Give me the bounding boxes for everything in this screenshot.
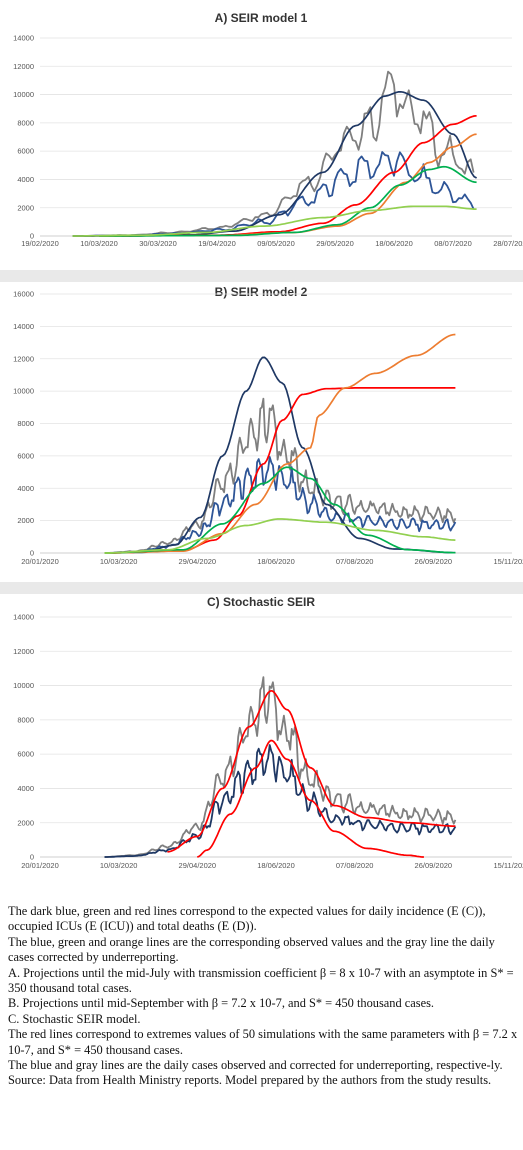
y-tick-label: 2000	[17, 203, 34, 212]
caption-line: The blue, green and orange lines are the…	[8, 934, 495, 965]
x-tick-label: 18/06/2020	[257, 861, 295, 870]
y-tick-label: 8000	[17, 715, 34, 724]
x-tick-label: 19/02/2020	[21, 239, 59, 248]
series-line	[104, 676, 457, 858]
y-tick-label: 12000	[13, 62, 34, 71]
y-tick-label: 12000	[13, 354, 34, 363]
series-line	[72, 151, 475, 237]
x-tick-label: 29/04/2020	[179, 861, 217, 870]
x-tick-label: 30/03/2020	[139, 239, 177, 248]
x-tick-label: 07/08/2020	[336, 557, 374, 566]
y-tick-label: 2000	[17, 818, 34, 827]
y-tick-label: 10000	[13, 681, 34, 690]
chart-panel-c: C) Stochastic SEIR 0 2000 4000 6000 8000 10000…	[0, 594, 523, 884]
y-tick-label: 0	[30, 549, 34, 558]
y-tick-label: 10000	[13, 90, 34, 99]
chart-title: C) Stochastic SEIR	[207, 595, 315, 609]
x-tick-label: 29/04/2020	[179, 557, 217, 566]
chart-b-svg: B) SEIR model 2 0 2000 4000 6000 8000 10000 120…	[13, 285, 523, 566]
x-tick-label: 10/03/2020	[80, 239, 118, 248]
series-line	[99, 165, 477, 237]
caption-line: The red lines correspond to extremes val…	[8, 1027, 518, 1057]
caption-line: The blue and gray lines are the daily ca…	[8, 1058, 503, 1073]
y-tick-label: 8000	[17, 419, 34, 428]
y-tick-label: 4000	[17, 175, 34, 184]
y-tick-label: 14000	[13, 613, 34, 622]
chart-panel-a: A) SEIR model 1 0 2000 4000 6000 8000 10000 120…	[0, 0, 523, 270]
y-tick-label: 6000	[17, 451, 34, 460]
x-tick-label: 20/01/2020	[21, 861, 59, 870]
panel-separator	[0, 270, 523, 282]
chart-title: A) SEIR model 1	[215, 11, 308, 25]
x-tick-label: 26/09/2020	[415, 557, 453, 566]
x-tick-label: 10/03/2020	[100, 861, 138, 870]
y-tick-label: 6000	[17, 147, 34, 156]
x-tick-label: 15/11/2020	[494, 861, 523, 870]
y-tick-label: 10000	[13, 387, 34, 396]
y-tick-label: 4000	[17, 784, 34, 793]
chart-title: B) SEIR model 2	[215, 285, 308, 299]
caption-line: Source: Data from Health Ministry report…	[8, 1073, 492, 1088]
caption-line: C. Stochastic SEIR model.	[8, 1011, 141, 1026]
series-line	[197, 739, 424, 858]
y-tick-label: 4000	[17, 484, 34, 493]
chart-a-svg: A) SEIR model 1 0 2000 4000 6000 8000 10000 120…	[13, 11, 523, 248]
y-tick-label: 6000	[17, 750, 34, 759]
series-line	[104, 397, 457, 554]
series-line	[104, 356, 456, 554]
series-line	[104, 518, 456, 554]
caption-line: B. Projections until mid-September with …	[8, 996, 435, 1011]
series-line	[72, 90, 478, 237]
series-line	[104, 744, 457, 858]
y-tick-label: 8000	[17, 118, 34, 127]
x-tick-label: 07/08/2020	[336, 861, 374, 870]
series-line	[104, 333, 456, 554]
y-tick-label: 14000	[13, 34, 34, 43]
x-tick-label: 29/05/2020	[316, 239, 354, 248]
x-tick-label: 18/06/2020	[375, 239, 413, 248]
series-line	[167, 689, 456, 853]
panel-separator	[0, 582, 523, 594]
y-tick-label: 0	[30, 232, 34, 241]
x-tick-label: 10/03/2020	[100, 557, 138, 566]
y-tick-label: 12000	[13, 647, 34, 656]
x-tick-label: 26/09/2020	[415, 861, 453, 870]
y-tick-label: 16000	[13, 290, 34, 299]
caption-line: A. Projections until the mid-July with t…	[8, 965, 514, 996]
series-line	[72, 205, 477, 237]
y-tick-label: 0	[30, 853, 34, 862]
series-line	[99, 133, 477, 237]
x-tick-label: 08/07/2020	[434, 239, 472, 248]
x-tick-label: 18/06/2020	[257, 557, 295, 566]
chart-c-svg: C) Stochastic SEIR 0 2000 4000 6000 8000 10000…	[13, 595, 523, 870]
figure-caption: The dark blue, green and red lines corre…	[8, 904, 518, 1089]
caption-line: The dark blue, green and red lines corre…	[8, 904, 486, 934]
x-tick-label: 20/01/2020	[21, 557, 59, 566]
x-tick-label: 15/11/2020	[494, 557, 523, 566]
chart-panel-b: B) SEIR model 2 0 2000 4000 6000 8000 10000 120…	[0, 282, 523, 582]
x-tick-label: 19/04/2020	[198, 239, 236, 248]
y-tick-label: 14000	[13, 322, 34, 331]
y-tick-label: 2000	[17, 516, 34, 525]
x-tick-label: 09/05/2020	[257, 239, 295, 248]
x-tick-label: 28/07/2020	[493, 239, 523, 248]
